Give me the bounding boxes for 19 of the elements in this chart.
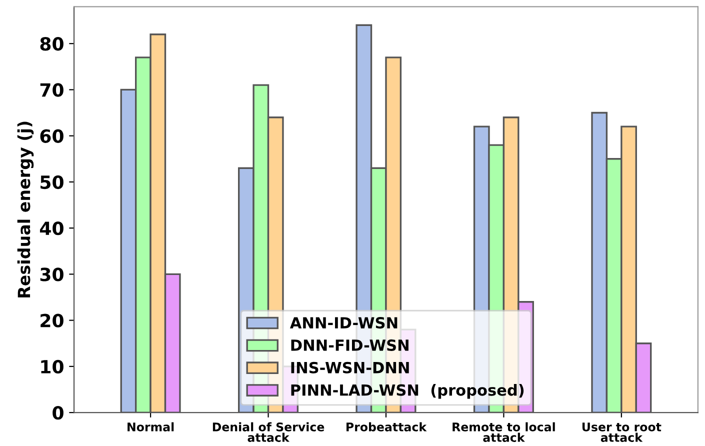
legend-label: PINN-LAD-WSN (proposed)	[291, 384, 524, 399]
y-axis-title: Residual energy (j)	[17, 122, 34, 298]
x-tick-label: Normal	[128, 422, 174, 432]
legend-label: INS-WSN-DNN	[291, 362, 409, 374]
legend-label: DNN-FID-WSN	[291, 339, 408, 351]
y-tick-label: 60	[40, 129, 64, 143]
x-tick-label: Denial of Service attack	[212, 422, 324, 442]
y-tick-label: 80	[40, 37, 64, 51]
y-tick-label: 20	[40, 314, 64, 328]
y-tick-label: 70	[40, 83, 64, 97]
legend-label: ANN-ID-WSN	[290, 317, 398, 329]
y-tick-label: 30	[40, 268, 64, 282]
y-tick-label: 0	[52, 406, 64, 420]
y-tick-label: 40	[40, 222, 64, 236]
y-tick-label: 50	[40, 175, 64, 190]
x-tick-label: User to root attack	[582, 422, 662, 442]
x-tick-label: Remote to local attack	[452, 422, 555, 442]
y-tick-label: 10	[41, 360, 64, 374]
x-tick-label: Probeattack	[346, 422, 427, 432]
